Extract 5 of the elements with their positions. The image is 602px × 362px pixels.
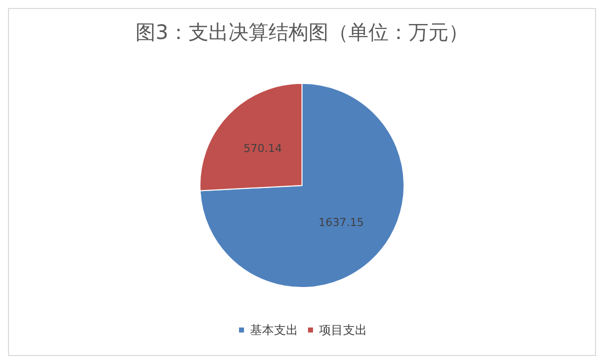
- legend-label: 项目支出: [319, 323, 367, 337]
- legend-label: 基本支出: [250, 323, 298, 337]
- data-label: 1637.15: [318, 216, 364, 230]
- chart-title: 图3：支出决算结构图（单位：万元）: [136, 20, 468, 44]
- data-label: 570.14: [244, 142, 282, 155]
